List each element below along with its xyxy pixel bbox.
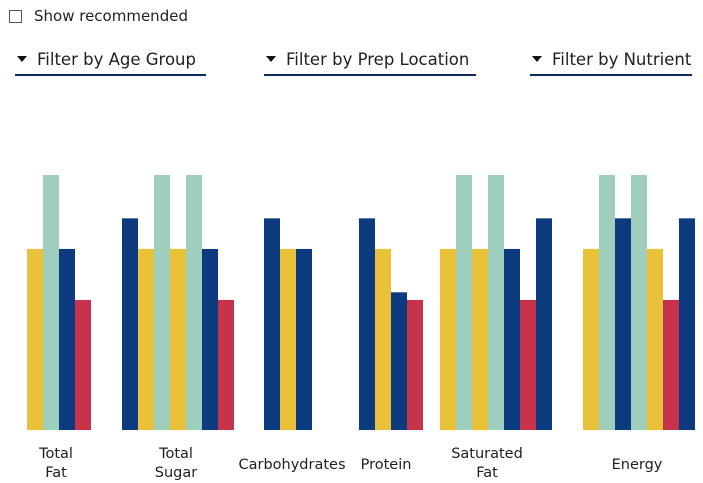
bar[interactable] xyxy=(359,218,375,430)
bar[interactable] xyxy=(218,299,234,430)
bar[interactable] xyxy=(631,175,647,430)
category-label: Total Fat xyxy=(38,446,73,481)
filter-nutrient-dropdown[interactable]: Filter by Nutrient xyxy=(530,44,692,76)
bar[interactable] xyxy=(647,248,663,430)
bar[interactable] xyxy=(599,175,615,430)
category-label-line: Fat xyxy=(45,465,67,481)
bar[interactable] xyxy=(296,248,312,430)
bar[interactable] xyxy=(170,248,186,430)
bar[interactable] xyxy=(504,248,520,430)
bar-group xyxy=(359,218,423,430)
bar[interactable] xyxy=(75,299,91,430)
bar[interactable] xyxy=(43,175,59,430)
bar[interactable] xyxy=(154,175,170,430)
category-label-line: Total xyxy=(158,446,193,462)
bar[interactable] xyxy=(264,218,280,430)
category-label-line: Total xyxy=(38,446,73,462)
filter-age-group-label: Filter by Age Group xyxy=(37,49,196,69)
bar[interactable] xyxy=(488,175,504,430)
bar[interactable] xyxy=(456,175,472,430)
bar[interactable] xyxy=(440,248,456,430)
category-label-line: Energy xyxy=(612,457,663,473)
category-label: Saturated Fat xyxy=(451,446,523,481)
bar[interactable] xyxy=(663,299,679,430)
show-recommended-label: Show recommended xyxy=(34,7,188,25)
bar[interactable] xyxy=(59,248,75,430)
bar[interactable] xyxy=(615,218,631,430)
bar[interactable] xyxy=(202,248,218,430)
bar-group xyxy=(264,218,312,430)
category-label-line: Saturated xyxy=(451,446,523,462)
bar[interactable] xyxy=(122,218,138,430)
category-label-line: Fat xyxy=(476,465,498,481)
bar[interactable] xyxy=(407,299,423,430)
show-recommended-checkbox[interactable]: Show recommended xyxy=(9,6,188,26)
category-label: Total Sugar xyxy=(155,446,197,481)
bar[interactable] xyxy=(472,248,488,430)
caret-down-icon xyxy=(266,56,276,62)
category-label: Carbohydrates xyxy=(238,457,345,473)
filter-prep-location-dropdown[interactable]: Filter by Prep Location xyxy=(264,44,476,76)
bar[interactable] xyxy=(679,218,695,430)
bar[interactable] xyxy=(280,248,296,430)
category-label-line: Protein xyxy=(361,457,412,473)
bar[interactable] xyxy=(186,175,202,430)
category-label-line: Carbohydrates xyxy=(238,457,345,473)
bar[interactable] xyxy=(391,292,407,430)
checkbox-box[interactable] xyxy=(9,9,22,23)
filter-prep-location-label: Filter by Prep Location xyxy=(286,49,470,69)
caret-down-icon xyxy=(17,56,27,62)
bar[interactable] xyxy=(375,248,391,430)
bar[interactable] xyxy=(138,248,154,430)
bar-group xyxy=(583,175,695,430)
caret-down-icon xyxy=(532,56,542,62)
category-label: Energy xyxy=(612,457,663,473)
bar[interactable] xyxy=(536,218,552,430)
bar[interactable] xyxy=(583,248,599,430)
category-label: Protein xyxy=(361,457,412,473)
bar-group xyxy=(27,175,91,430)
filter-nutrient-label: Filter by Nutrient xyxy=(552,49,692,69)
bar-group xyxy=(122,175,234,430)
category-label-line: Sugar xyxy=(155,465,197,481)
bar[interactable] xyxy=(27,248,43,430)
bar[interactable] xyxy=(520,299,536,430)
filter-age-group-dropdown[interactable]: Filter by Age Group xyxy=(15,44,206,76)
bar-group xyxy=(440,175,552,430)
